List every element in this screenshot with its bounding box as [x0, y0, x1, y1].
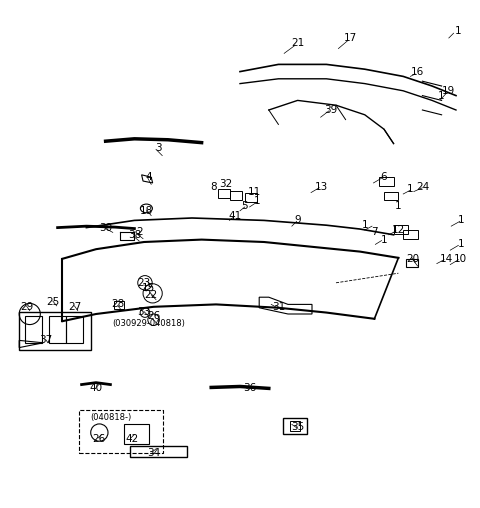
Text: 17: 17 [344, 33, 357, 43]
Text: 7: 7 [371, 228, 378, 237]
Text: 13: 13 [315, 182, 328, 192]
Text: 30: 30 [99, 223, 112, 233]
Text: 25: 25 [46, 297, 60, 307]
Text: 1: 1 [455, 26, 462, 36]
Text: 24: 24 [416, 182, 429, 192]
Text: 33: 33 [137, 307, 151, 316]
Text: 28: 28 [111, 299, 124, 309]
Text: 23: 23 [137, 278, 151, 288]
Text: 6: 6 [381, 172, 387, 182]
Text: 12: 12 [392, 225, 405, 235]
Text: 1: 1 [381, 235, 387, 244]
Text: 29: 29 [20, 302, 33, 312]
Text: 11: 11 [248, 186, 261, 197]
Text: 1: 1 [395, 201, 402, 211]
Text: 5: 5 [241, 201, 248, 211]
Text: 9: 9 [294, 215, 301, 226]
Text: 21: 21 [291, 38, 304, 48]
Text: 22: 22 [144, 290, 158, 300]
Text: 3: 3 [155, 143, 162, 153]
Text: 42: 42 [125, 434, 139, 444]
Text: 40: 40 [89, 384, 103, 393]
Text: 1: 1 [438, 90, 445, 101]
Text: 26: 26 [92, 434, 105, 444]
Text: 18: 18 [140, 206, 153, 216]
Text: 10: 10 [454, 254, 468, 264]
Text: 8: 8 [210, 182, 217, 192]
Text: (040818-): (040818-) [90, 412, 131, 422]
Text: 16: 16 [411, 67, 424, 77]
Text: 1: 1 [407, 184, 414, 194]
Text: 39: 39 [324, 105, 338, 115]
Text: (030929-040818): (030929-040818) [112, 319, 185, 328]
Text: 34: 34 [147, 448, 160, 458]
Text: 32: 32 [219, 179, 232, 189]
Text: 14: 14 [440, 254, 453, 264]
Text: 20: 20 [406, 254, 420, 264]
Text: 1: 1 [253, 196, 260, 206]
Text: 2: 2 [136, 228, 143, 237]
Text: 4: 4 [145, 172, 152, 182]
Text: 1: 1 [457, 215, 464, 226]
Text: 26: 26 [147, 311, 160, 322]
Text: 37: 37 [39, 335, 52, 345]
Text: 1: 1 [457, 239, 464, 249]
Text: 15: 15 [142, 282, 156, 293]
Text: 35: 35 [291, 422, 304, 432]
Text: 27: 27 [68, 302, 81, 312]
Text: 1: 1 [361, 220, 368, 230]
Text: 38: 38 [128, 230, 141, 240]
Text: 19: 19 [442, 86, 456, 96]
Text: 41: 41 [228, 211, 242, 220]
Text: 31: 31 [272, 302, 285, 312]
Text: 36: 36 [243, 384, 256, 393]
